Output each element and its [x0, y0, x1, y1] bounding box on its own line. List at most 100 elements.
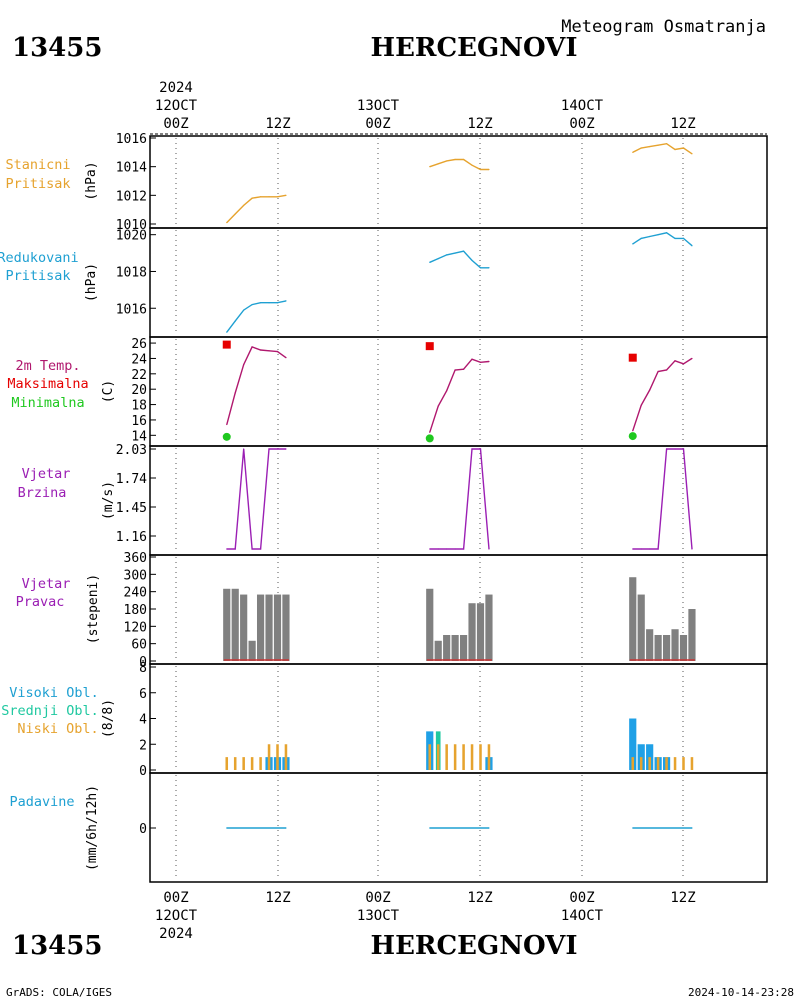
- top-hour-label-6: 12Z: [670, 116, 695, 132]
- series-line-pressure_station-1: [226, 194, 287, 224]
- point-pressure_reduced-2-4: [454, 252, 456, 254]
- label-niski-obl: Niski Obl.: [17, 721, 98, 737]
- point-temperature-2-5: [462, 368, 465, 370]
- panels: 1010 1012 1014 1016 (hPa) 1016 1018 1020 (hPa) 14…: [84, 132, 768, 883]
- ytick-label-clouds-1: 2: [139, 738, 147, 753]
- series-line-temperature-2: [429, 358, 490, 433]
- series-line-pressure_reduced-1: [226, 300, 287, 333]
- wind-dir-bar-16: [485, 594, 493, 661]
- subtitle: Meteogram Osmatranja: [561, 17, 766, 37]
- top-hour-label-4: 12Z: [467, 116, 492, 132]
- series-line-pressure_reduced-2: [429, 250, 489, 269]
- point-pressure_station-3-5: [665, 143, 668, 145]
- wind-dir-bar-5: [256, 594, 265, 661]
- point-temperature-1-6: [268, 350, 270, 352]
- wind-dir-bar-21: [662, 635, 671, 661]
- point-pressure_reduced-2-7: [479, 267, 482, 269]
- series-line-pressure_station-3: [632, 142, 693, 155]
- wind-dir-bar-9: [426, 588, 434, 661]
- bottom-time-axis: 00Z 12Z 00Z 12Z 00Z 12Z 12OCT 13OCT 14OC…: [155, 890, 696, 942]
- point-pressure_reduced-2-5: [462, 250, 465, 252]
- cloud-bar-3-13: [462, 744, 465, 770]
- label-vjetar-2: Vjetar: [22, 576, 71, 592]
- footer-station-name: HERCEGNOVI: [371, 931, 578, 961]
- point-temperature-3-4: [657, 370, 659, 373]
- point-pressure_station-3-4: [657, 144, 659, 146]
- wind-dir-bar-13: [459, 635, 468, 661]
- point-wind_speed-2-6: [471, 448, 473, 450]
- wind-dir-bar-22: [671, 629, 679, 661]
- ytick-label-wind_dir-4: 240: [124, 586, 147, 601]
- point-wind_speed-3-8: [691, 548, 693, 550]
- max-temp-marker-2: [425, 342, 434, 351]
- wind-dir-bar-18: [637, 594, 645, 661]
- point-pressure_reduced-1-7: [276, 302, 279, 304]
- series-line-wind_speed-3: [632, 448, 693, 550]
- point-pressure_station-2-5: [462, 158, 465, 161]
- min-temp-marker-3: [628, 432, 637, 441]
- point-pressure_station-2-6: [471, 164, 473, 166]
- label-redukovani: Redukovani: [0, 250, 79, 266]
- ytick-label-pressure_reduced-0: 1016: [116, 302, 147, 317]
- point-pressure_reduced-1-8: [285, 300, 287, 302]
- label-minimalna: Minimalna: [11, 395, 84, 411]
- point-pressure_station-3-1: [632, 151, 634, 153]
- label-maksimalna: Maksimalna: [7, 376, 88, 392]
- point-pressure_station-2-3: [446, 160, 448, 162]
- point-wind_speed-1-3: [243, 448, 245, 450]
- cloud-bar-3-15: [479, 744, 482, 770]
- wind-dir-bar-4: [248, 640, 256, 661]
- point-wind_speed-3-5: [665, 448, 668, 450]
- wind-dir-bar-24: [688, 609, 696, 661]
- point-wind_speed-1-6: [268, 448, 270, 450]
- footer-station-id: 13455: [12, 931, 102, 961]
- point-wind_speed-1-1: [226, 548, 228, 550]
- footer-timestamp: 2024-10-14-23:28: [688, 986, 794, 999]
- point-pressure_station-3-7: [682, 147, 685, 149]
- ytick-label-wind_dir-6: 360: [124, 551, 147, 566]
- point-pressure_reduced-2-6: [471, 259, 473, 262]
- point-temperature-3-5: [665, 369, 668, 371]
- point-temperature-3-6: [674, 360, 676, 362]
- cloud-bar-3-7: [276, 744, 279, 770]
- ytick-label-pressure_station-0: 1010: [116, 218, 147, 233]
- point-temperature-2-4: [454, 369, 456, 371]
- point-temperature-2-7: [479, 361, 482, 363]
- point-wind_speed-2-1: [429, 548, 431, 550]
- min-temp-marker-1: [222, 432, 231, 441]
- ylabel-pressure_station: (hPa): [84, 161, 99, 200]
- wind-dir-bar-19: [646, 629, 654, 661]
- point-temperature-1-8: [285, 357, 287, 359]
- point-temperature-3-1: [632, 430, 634, 432]
- wind-dir-bar-7: [273, 594, 282, 661]
- point-pressure_reduced-3-8: [691, 245, 693, 247]
- point-pressure_reduced-2-1: [429, 261, 431, 263]
- point-pressure_reduced-3-1: [632, 243, 634, 245]
- ytick-label-temperature-0: 14: [131, 429, 147, 444]
- point-pressure_station-2-2: [437, 163, 439, 165]
- point-wind_speed-2-3: [446, 548, 448, 550]
- point-wind_speed-1-2: [234, 548, 236, 550]
- point-precip-1-1: [226, 827, 228, 829]
- point-temperature-1-2: [234, 392, 236, 394]
- wind-dir-bar-10: [434, 640, 442, 661]
- point-pressure_reduced-3-6: [674, 237, 676, 239]
- label-visoki-obl: Visoki Obl.: [9, 685, 98, 701]
- cloud-bar-3-22: [673, 757, 677, 770]
- label-pritisak-1: Pritisak: [5, 176, 70, 192]
- ytick-label-pressure_reduced-1: 1018: [116, 265, 147, 280]
- point-pressure_station-1-5: [259, 196, 262, 198]
- label-brzina: Brzina: [18, 485, 67, 501]
- point-pressure_reduced-2-8: [488, 267, 490, 269]
- ytick-label-temperature-6: 26: [131, 337, 147, 352]
- ytick-label-wind_speed-0: 1.16: [116, 530, 147, 545]
- point-pressure_reduced-2-2: [437, 257, 439, 260]
- point-temperature-3-7: [682, 363, 685, 365]
- ylabel-precip: (mm/6h/12h): [85, 785, 100, 871]
- bottom-hour-label-5: 00Z: [569, 890, 594, 906]
- ytick-label-wind_dir-2: 120: [124, 620, 147, 635]
- ylabel-temperature: (C): [101, 380, 116, 403]
- cloud-bar-1-17: [629, 718, 637, 770]
- top-hour-label-1: 00Z: [163, 116, 188, 132]
